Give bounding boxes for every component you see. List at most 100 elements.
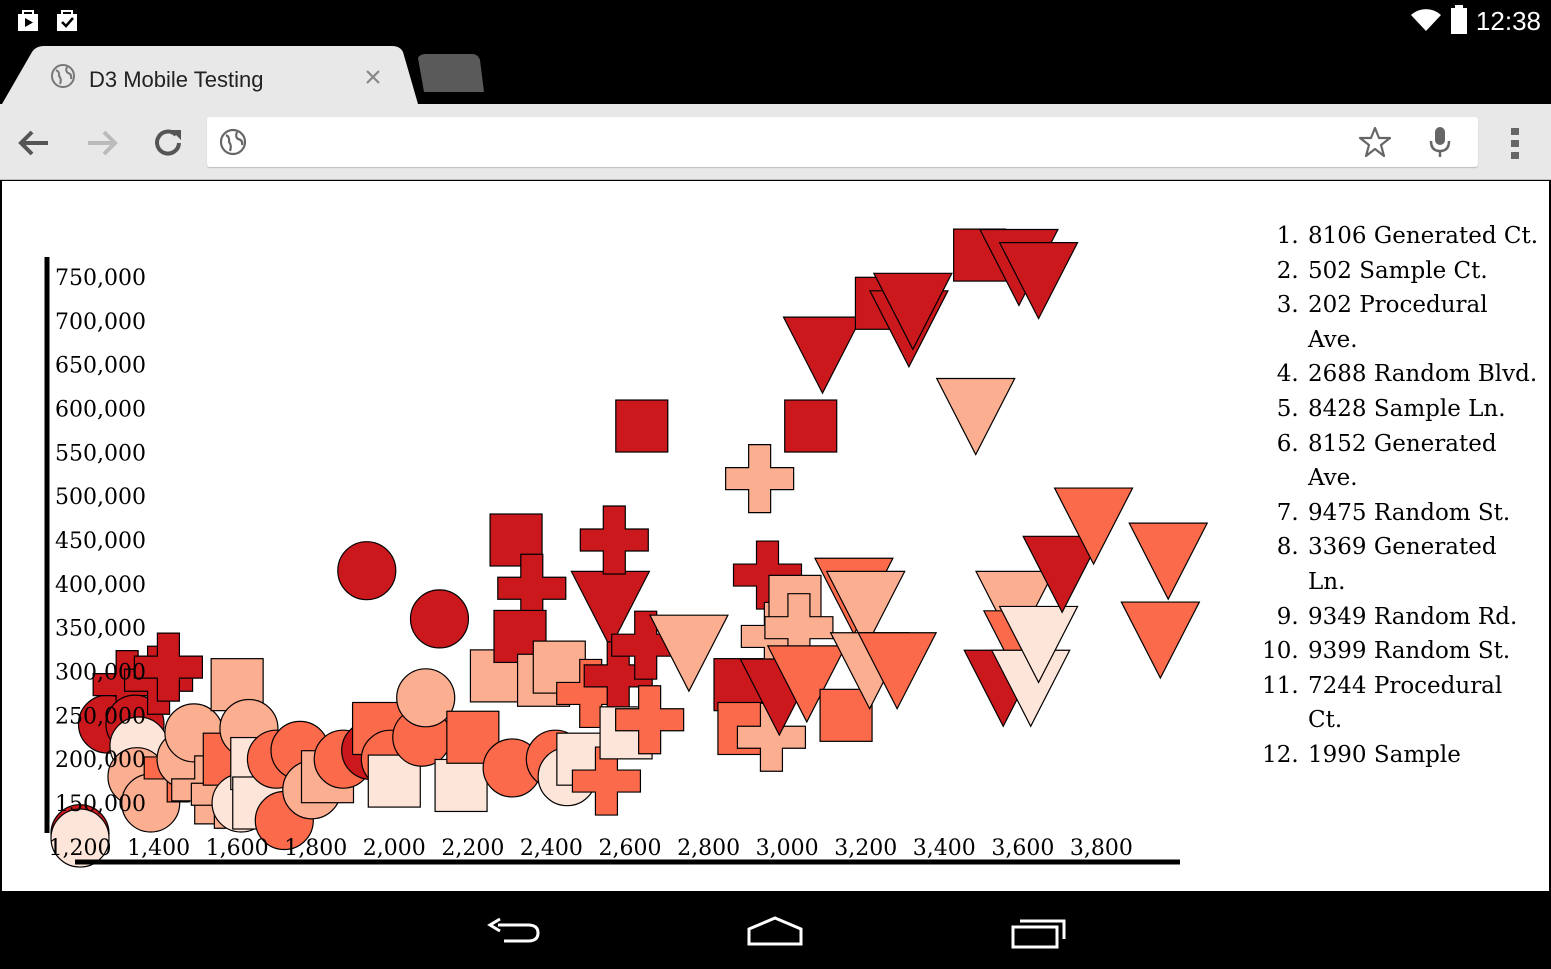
data-point-cross — [725, 444, 795, 514]
y-tick-label: 600,000 — [55, 398, 146, 423]
play-store-icon — [18, 10, 38, 31]
new-tab-button-shape — [418, 54, 484, 92]
address-item: 9475 Random St. — [1306, 496, 1538, 531]
data-point-circle — [396, 668, 456, 728]
status-bar: 12:38 — [0, 0, 1551, 42]
data-point-square — [819, 688, 873, 742]
y-tick-label: 250,000 — [55, 704, 146, 729]
x-axis-ticks: 1,200 1,400 1,600 1,800 2,000 2,200 2,400 2,600… — [49, 836, 1133, 861]
tab-title: D3 Mobile Testing — [89, 67, 264, 92]
x-tick-label: 2,800 — [677, 836, 740, 861]
tab-strip — [0, 42, 1551, 104]
address-item: 8106 Generated Ct. — [1306, 219, 1538, 254]
data-point-circle — [50, 808, 110, 868]
data-point-triangle-down — [648, 614, 729, 693]
active-tab-shape — [2, 46, 484, 104]
data-point-cross — [611, 610, 681, 680]
data-point-triangle-down — [935, 377, 1016, 456]
close-tab-icon[interactable] — [364, 68, 382, 86]
address-item: 8152 Generated Ave. — [1306, 427, 1538, 496]
forward-icon[interactable] — [84, 128, 120, 158]
data-point-triangle-down — [1022, 535, 1103, 614]
globe-icon — [219, 128, 247, 156]
data-point-cross — [579, 505, 649, 575]
home-nav-icon[interactable] — [746, 915, 804, 947]
data-point-triangle-down — [766, 645, 847, 724]
address-item: 9399 Random St. — [1306, 634, 1538, 669]
x-tick-label: 2,400 — [520, 836, 583, 861]
y-tick-label: 500,000 — [55, 485, 146, 510]
y-tick-label: 200,000 — [55, 748, 146, 773]
y-tick-label: 700,000 — [55, 310, 146, 335]
data-point-cross — [571, 746, 642, 816]
y-tick-label: 650,000 — [55, 354, 146, 379]
chart-marks — [50, 228, 1209, 868]
y-tick-label: 150,000 — [55, 792, 146, 817]
status-time: 12:38 — [1475, 6, 1541, 36]
address-item: 2688 Random Blvd. — [1306, 357, 1538, 392]
battery-icon — [1451, 5, 1467, 34]
x-tick-label: 3,800 — [1070, 836, 1133, 861]
data-point-square — [434, 758, 488, 813]
address-item: 3369 Generated Ln. — [1306, 530, 1538, 599]
x-tick-label: 3,600 — [991, 836, 1054, 861]
data-point-square — [615, 399, 669, 453]
y-tick-label: 550,000 — [55, 441, 146, 466]
back-nav-icon[interactable] — [486, 917, 542, 947]
y-tick-label: 400,000 — [55, 573, 146, 598]
data-point-triangle-down — [1128, 522, 1209, 601]
address-input[interactable] — [267, 125, 1351, 159]
data-point-triangle-down — [782, 316, 863, 395]
data-point-triangle-down — [1120, 601, 1201, 680]
data-point-circle — [409, 589, 470, 649]
new-tab-button[interactable] — [420, 54, 482, 92]
data-point-triangle-down — [998, 605, 1079, 684]
data-point-triangle-down — [872, 272, 953, 351]
y-tick-label: 350,000 — [55, 617, 146, 642]
back-icon[interactable] — [16, 128, 52, 158]
x-tick-label: 2,600 — [599, 836, 662, 861]
address-item: 8428 Sample Ln. — [1306, 392, 1538, 427]
address-item: 7244 Procedural Ct. — [1306, 669, 1538, 738]
web-content: 150,000 200,000 250,000 300,000 350,000 400,0… — [2, 181, 1549, 891]
x-tick-label: 1,800 — [284, 836, 347, 861]
active-tab[interactable] — [30, 48, 410, 104]
address-item: 502 Sample Ct. — [1306, 254, 1538, 289]
data-point-triangle-down — [1053, 487, 1134, 566]
data-point-triangle-down — [825, 570, 906, 649]
system-nav-bar — [0, 891, 1551, 969]
menu-icon[interactable] — [1506, 126, 1524, 162]
address-bar[interactable] — [207, 117, 1478, 167]
wifi-icon — [1411, 9, 1441, 31]
x-tick-label: 1,600 — [206, 836, 269, 861]
data-point-square — [489, 513, 543, 567]
recents-nav-icon[interactable] — [1010, 915, 1068, 949]
scatter-chart: 150,000 200,000 250,000 300,000 350,000 400,0… — [44, 228, 1209, 868]
x-tick-label: 3,000 — [756, 836, 819, 861]
data-point-triangle-down — [998, 242, 1079, 320]
address-item: 1990 Sample — [1306, 738, 1538, 773]
x-tick-label: 2,000 — [363, 836, 426, 861]
x-tick-label: 1,200 — [49, 836, 112, 861]
y-tick-label: 300,000 — [55, 661, 146, 686]
x-tick-label: 3,400 — [913, 836, 976, 861]
task-check-icon — [57, 10, 77, 31]
x-tick-label: 1,400 — [127, 836, 190, 861]
y-axis-ticks: 150,000 200,000 250,000 300,000 350,000 400,0… — [55, 266, 146, 817]
address-item: 202 Procedural Ave. — [1306, 288, 1538, 357]
x-tick-label: 3,200 — [834, 836, 897, 861]
reload-icon[interactable] — [152, 126, 186, 160]
data-point-cross — [615, 685, 685, 755]
mic-icon[interactable] — [1427, 125, 1453, 161]
y-tick-label: 450,000 — [55, 529, 146, 554]
data-point-triangle-down — [857, 632, 938, 711]
data-point-square — [784, 399, 838, 453]
address-item: 9349 Random Rd. — [1306, 600, 1538, 635]
x-tick-label: 2,200 — [441, 836, 504, 861]
y-tick-label: 750,000 — [55, 266, 146, 291]
data-point-circle — [337, 541, 397, 601]
address-list: 8106 Generated Ct.502 Sample Ct.202 Proc… — [1248, 219, 1538, 831]
data-point-cross — [133, 632, 203, 702]
star-icon[interactable] — [1358, 126, 1392, 158]
globe-icon — [51, 64, 75, 88]
